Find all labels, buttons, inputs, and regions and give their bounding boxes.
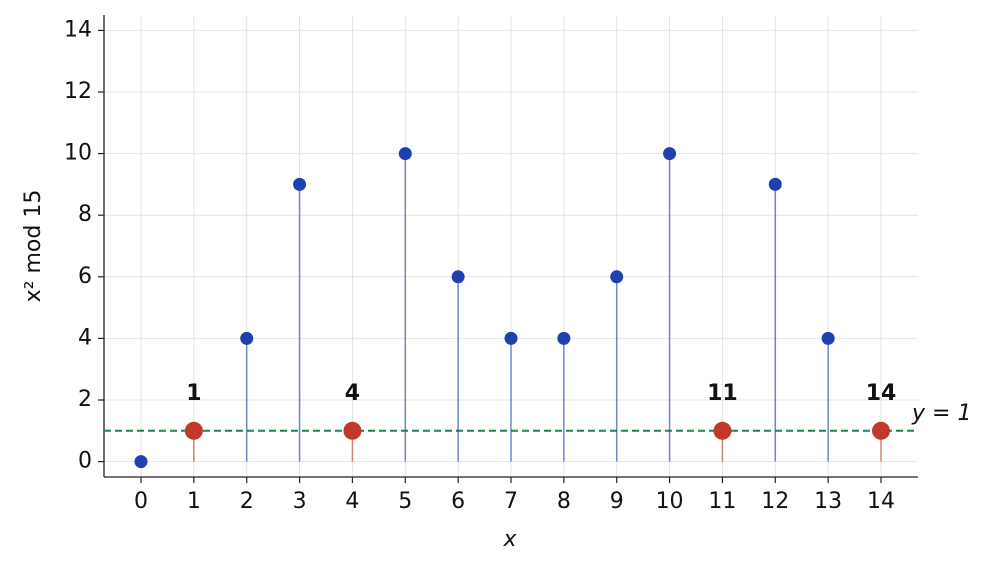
stem-marker (451, 270, 465, 284)
x-tick-label: 11 (708, 489, 736, 514)
stem-marker (398, 147, 412, 161)
x-tick-label: 12 (761, 489, 789, 514)
y-tick-label: 0 (78, 449, 92, 474)
x-tick-label: 9 (610, 489, 624, 514)
y-axis-label: x² mod 15 (21, 190, 46, 303)
annotation: 11 (707, 381, 738, 406)
x-tick-label: 0 (134, 489, 148, 514)
stem-marker (557, 331, 571, 345)
reference-label: y = 1 (911, 401, 971, 426)
stem-marker (663, 147, 677, 161)
stem-marker (610, 270, 624, 284)
annotation: 14 (866, 381, 897, 406)
stem-marker (134, 455, 148, 469)
x-tick-label: 6 (451, 489, 465, 514)
x-tick-label: 7 (504, 489, 518, 514)
stem-marker (240, 331, 254, 345)
x-tick-label: 3 (293, 489, 307, 514)
y-tick-label: 12 (64, 79, 92, 104)
stem-marker (343, 421, 362, 440)
stem-marker (184, 421, 203, 440)
y-tick-label: 10 (64, 141, 92, 166)
x-tick-label: 4 (345, 489, 359, 514)
x-axis-label: x (502, 527, 517, 552)
stem-marker (872, 421, 890, 440)
y-tick-label: 4 (78, 325, 92, 350)
x-tick-label: 8 (557, 489, 571, 514)
x-tick-label: 10 (656, 489, 684, 514)
stem-marker (821, 331, 835, 345)
x-tick-label: 14 (867, 489, 895, 514)
x-tick-label: 5 (398, 489, 412, 514)
x-tick-label: 2 (240, 489, 254, 514)
stem-marker (293, 177, 307, 191)
annotation: 1 (186, 381, 201, 406)
y-tick-label: 14 (64, 17, 92, 42)
stem-marker (713, 421, 732, 440)
x-tick-label: 13 (814, 489, 842, 514)
y-tick-label: 2 (78, 387, 92, 412)
x-tick-label: 1 (187, 489, 201, 514)
stem-marker (768, 177, 782, 191)
annotation: 4 (345, 381, 360, 406)
stem-marker (504, 331, 518, 345)
y-tick-label: 8 (78, 202, 92, 227)
y-tick-label: 6 (78, 264, 92, 289)
